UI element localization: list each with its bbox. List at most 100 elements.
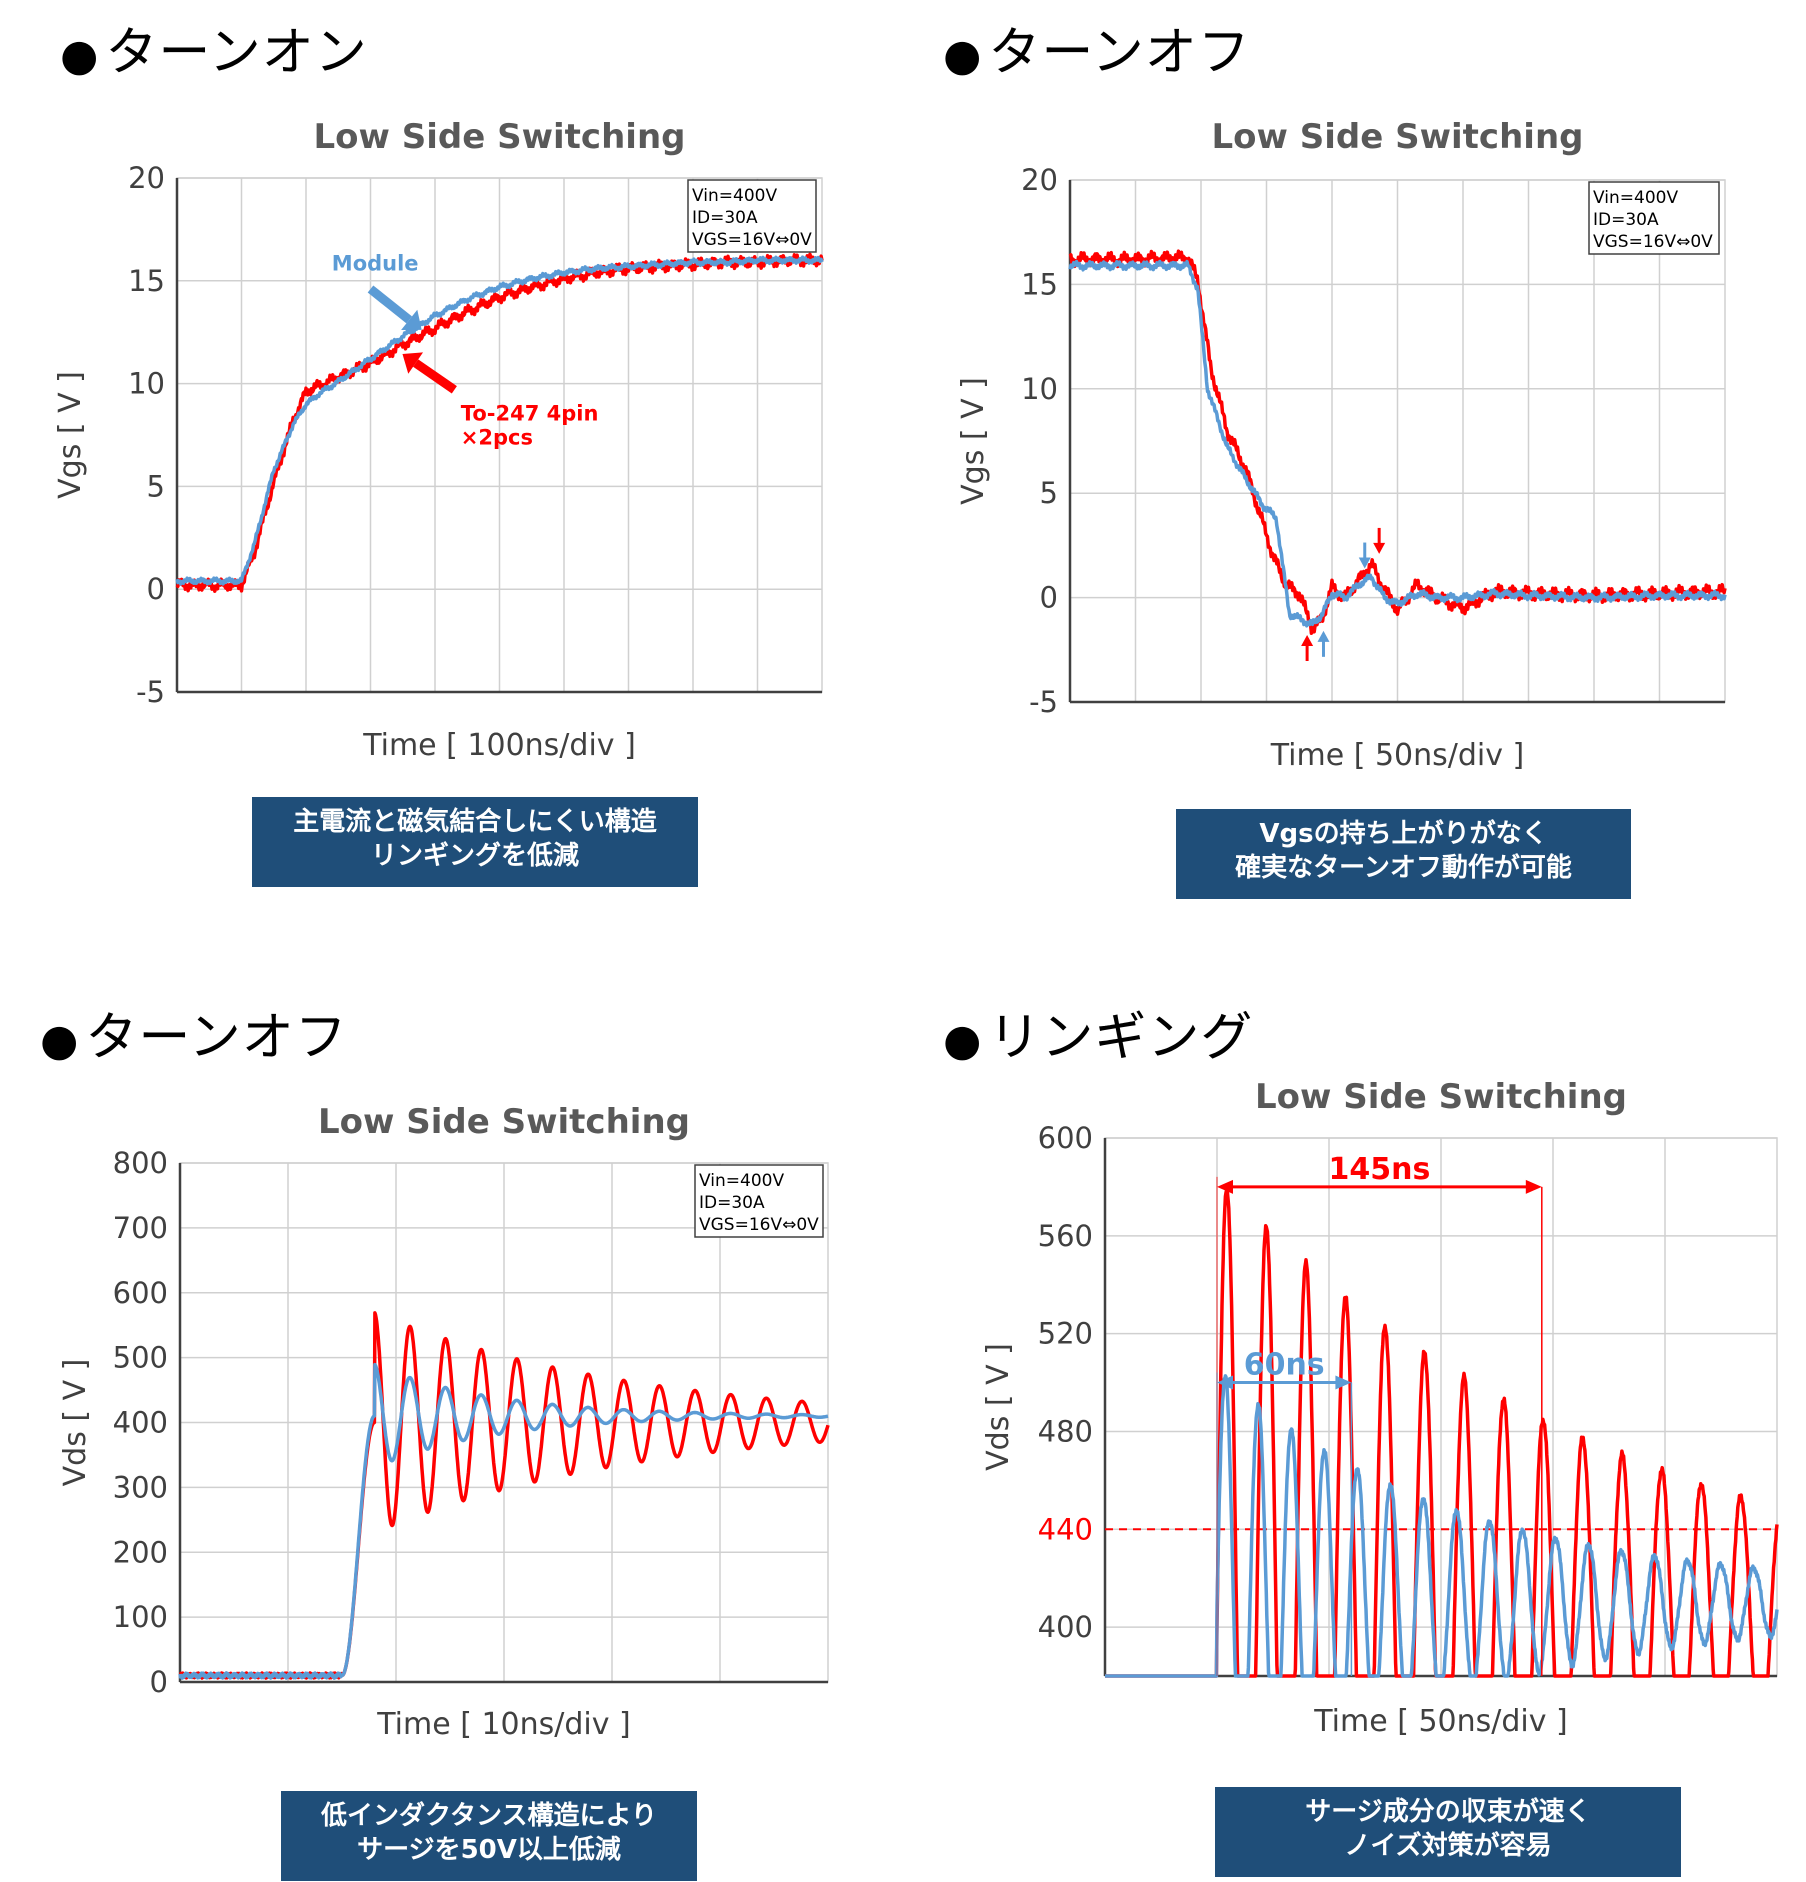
caption-line-1: 低インダクタンス構造により — [321, 1801, 657, 1831]
y-tick-label: 560 — [1038, 1219, 1093, 1253]
y-tick-label: 5 — [1040, 476, 1058, 510]
annotation-arrow-shaft — [367, 285, 413, 324]
caption-line-1: サージ成分の収束が速く — [1305, 1797, 1591, 1827]
caption-line-1: 主電流と磁気結合しにくい構造 — [293, 807, 657, 837]
info-box — [687, 179, 817, 253]
series-line-to247 — [175, 252, 824, 593]
y-tick-label: 10 — [128, 367, 165, 401]
info-line: Vin=400V — [1593, 188, 1678, 208]
y-tick-label: 0 — [1040, 581, 1058, 615]
annotation-arrow-head — [401, 309, 422, 331]
y-tick-label: 20 — [128, 161, 165, 195]
series-line-module — [175, 255, 824, 586]
info-line: Vin=400V — [699, 1171, 784, 1191]
y-tick-label: 15 — [128, 264, 165, 298]
info-line: ID=30A — [692, 208, 758, 228]
bullet-icon: ● — [943, 30, 983, 81]
chart-turn-on-vgs: Low Side Switching 20 15 10 5 0 -5 Time [ 100ns… — [53, 117, 824, 763]
annotation-label: To-247 4pin — [461, 402, 599, 426]
marker-arrow-head — [1301, 635, 1314, 647]
panel-turn-on: ● ターンオン Low Side Switching 20 15 10 5 0 -5 Time … — [0, 0, 903, 941]
y-tick-label: 400 — [113, 1406, 168, 1440]
span-arrow-head-right — [1335, 1375, 1352, 1390]
x-axis-label: Time [ 100ns/div ] — [362, 728, 636, 763]
info-line: VGS=16V⇔0V — [692, 230, 812, 250]
x-axis-label: Time [ 10ns/div ] — [376, 1707, 631, 1742]
info-box — [694, 1164, 824, 1238]
y-tick-label: 200 — [113, 1535, 168, 1569]
y-axis-label: Vds [ V ] — [981, 1343, 1016, 1471]
x-axis-label: Time [ 50ns/div ] — [1270, 738, 1525, 773]
chart-title: Low Side Switching — [313, 117, 685, 157]
y-tick-label: 100 — [113, 1600, 168, 1634]
panel-ringing: ● リンギング Low Side Switching 600 560 520 480 440… — [903, 941, 1806, 1882]
y-tick-label: 500 — [113, 1341, 168, 1375]
caption-line-2: サージを50V以上低減 — [357, 1835, 621, 1865]
y-tick-label: 440 — [1038, 1512, 1093, 1546]
y-tick-label: 600 — [1038, 1121, 1093, 1155]
y-tick-label: -5 — [1029, 685, 1058, 719]
caption-line-2: リンギングを低減 — [370, 841, 579, 871]
bullet-icon: ● — [40, 1015, 80, 1066]
annotation-arrow-shaft — [413, 359, 457, 394]
y-axis-label: Vds [ V ] — [58, 1359, 93, 1487]
span-arrow-head-left — [1217, 1375, 1233, 1390]
bullet-icon: ● — [943, 1015, 983, 1066]
chart-title: Low Side Switching — [1211, 117, 1583, 157]
y-tick-label: 700 — [113, 1211, 168, 1245]
annotation-arrow-head — [402, 352, 424, 374]
y-tick-label: 0 — [150, 1665, 168, 1699]
span-label: 145ns — [1328, 1152, 1430, 1187]
y-tick-label: 20 — [1021, 163, 1058, 197]
annotation-label: Module — [332, 252, 419, 276]
section-heading: ● ターンオフ — [943, 23, 1251, 83]
info-line: VGS=16V⇔0V — [1593, 232, 1713, 252]
chart-turn-off-vgs: Low Side Switching 20 15 10 5 0 -5 Time [ 50ns/… — [956, 117, 1727, 773]
y-tick-label: 400 — [1038, 1610, 1093, 1644]
series-line-module — [1068, 259, 1727, 628]
series-line-to247 — [1068, 249, 1727, 635]
y-tick-label: 480 — [1038, 1414, 1093, 1448]
caption-line-2: ノイズ対策が容易 — [1344, 1831, 1552, 1861]
section-heading: ● ターンオン — [60, 23, 368, 83]
info-box — [1588, 181, 1720, 255]
y-tick-label: 0 — [147, 572, 165, 606]
panel-turn-off-vgs: ● ターンオフ Low Side Switching 20 15 10 5 0 -5 Time … — [903, 0, 1806, 941]
bullet-icon: ● — [60, 30, 100, 81]
info-line: ID=30A — [699, 1193, 765, 1213]
info-line: VGS=16V⇔0V — [699, 1215, 819, 1235]
span-arrow-head-right — [1525, 1179, 1542, 1194]
span-arrow-head-left — [1217, 1179, 1233, 1194]
chart-ringing-vds: Low Side Switching 600 560 520 480 440 400 Time… — [981, 1077, 1779, 1739]
panel-turn-off-vds: ● ターンオフ Low Side Switching 800 700 600 500 400… — [0, 941, 903, 1882]
caption-line-2: 確実なターンオフ動作が可能 — [1235, 853, 1572, 883]
y-tick-label: 15 — [1021, 267, 1058, 301]
y-tick-label: -5 — [136, 675, 165, 709]
series-line-module — [178, 1362, 830, 1680]
section-heading: ● ターンオフ — [40, 1008, 348, 1068]
marker-arrow-head — [1317, 630, 1330, 642]
marker-arrow-head — [1373, 542, 1386, 554]
chart-title: Low Side Switching — [318, 1102, 690, 1142]
section-heading: ● リンギング — [943, 1008, 1254, 1068]
caption-box: Vgsの持ち上がりがなく 確実なターンオフ動作が可能 — [1176, 809, 1631, 899]
caption-box: 低インダクタンス構造により サージを50V以上低減 — [281, 1791, 697, 1881]
caption-line-1: Vgsの持ち上がりがなく — [1259, 819, 1548, 849]
y-axis-label: Vgs [ V ] — [53, 371, 88, 499]
caption-box: 主電流と磁気結合しにくい構造 リンギングを低減 — [252, 797, 698, 887]
x-axis-label: Time [ 50ns/div ] — [1313, 1704, 1568, 1739]
y-tick-label: 800 — [113, 1146, 168, 1180]
y-tick-label: 520 — [1038, 1317, 1093, 1351]
y-axis-label: Vgs [ V ] — [956, 377, 991, 505]
info-line: ID=30A — [1593, 210, 1659, 230]
info-line: Vin=400V — [692, 186, 777, 206]
y-tick-label: 300 — [113, 1470, 168, 1504]
y-tick-label: 600 — [113, 1276, 168, 1310]
annotation-label: ×2pcs — [461, 426, 533, 450]
y-tick-label: 5 — [147, 469, 165, 503]
chart-turn-off-vds: Low Side Switching 800 700 600 500 400 300 200 1… — [58, 1102, 830, 1742]
y-tick-label: 10 — [1021, 372, 1058, 406]
chart-title: Low Side Switching — [1255, 1077, 1627, 1117]
span-label: 60ns — [1244, 1348, 1325, 1383]
marker-arrow-head — [1358, 557, 1371, 569]
